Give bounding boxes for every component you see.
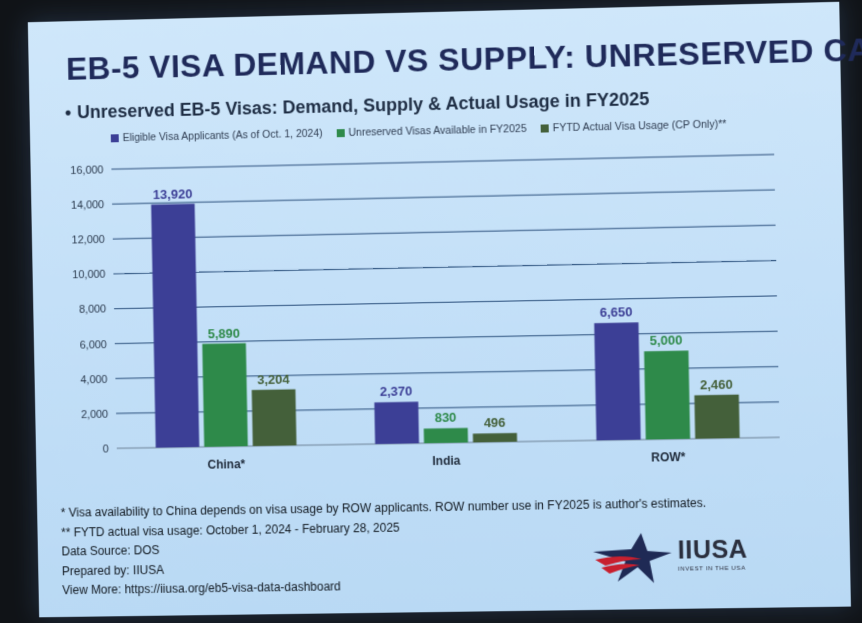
data-label: 2,460	[700, 376, 733, 392]
y-tick-label: 4,000	[80, 374, 107, 386]
x-tick-label: China*	[207, 457, 245, 472]
bar	[594, 322, 641, 440]
star-swoosh-icon	[591, 528, 677, 589]
data-label: 6,650	[600, 304, 633, 320]
bar	[644, 351, 690, 440]
data-label: 496	[484, 415, 506, 430]
data-label: 5,000	[650, 333, 683, 349]
data-label: 2,370	[380, 384, 413, 400]
y-tick-label: 2,000	[81, 409, 108, 421]
bar	[473, 433, 517, 442]
bar	[374, 402, 419, 444]
gridline	[112, 190, 775, 204]
iiusa-logo: IIUSA INVEST IN THE USA	[591, 527, 794, 590]
y-tick-label: 16,000	[70, 164, 103, 177]
bar	[694, 395, 739, 439]
data-label: 3,204	[257, 371, 290, 387]
y-tick-label: 6,000	[80, 339, 107, 351]
bar	[151, 204, 199, 448]
data-label: 13,920	[153, 186, 193, 202]
data-label: 5,890	[208, 325, 241, 341]
logo-tagline: INVEST IN THE USA	[678, 566, 746, 573]
y-tick-label: 12,000	[72, 234, 105, 247]
logo-name: IIUSA	[677, 535, 747, 565]
x-tick-label: ROW*	[651, 450, 686, 465]
gridline	[111, 154, 774, 169]
presentation-slide: EB-5 VISA DEMAND VS SUPPLY: UNRESERVED C…	[28, 2, 851, 618]
y-tick-label: 8,000	[79, 304, 106, 316]
data-label: 830	[435, 410, 457, 425]
y-tick-label: 14,000	[71, 199, 104, 212]
gridline	[114, 296, 777, 309]
gridline	[113, 225, 776, 239]
y-tick-label: 0	[103, 443, 109, 455]
bar	[424, 428, 468, 443]
gridline	[113, 261, 776, 274]
bar	[202, 343, 248, 447]
x-tick-label: India	[432, 454, 461, 469]
bar	[252, 389, 297, 446]
y-tick-label: 10,000	[72, 269, 105, 282]
